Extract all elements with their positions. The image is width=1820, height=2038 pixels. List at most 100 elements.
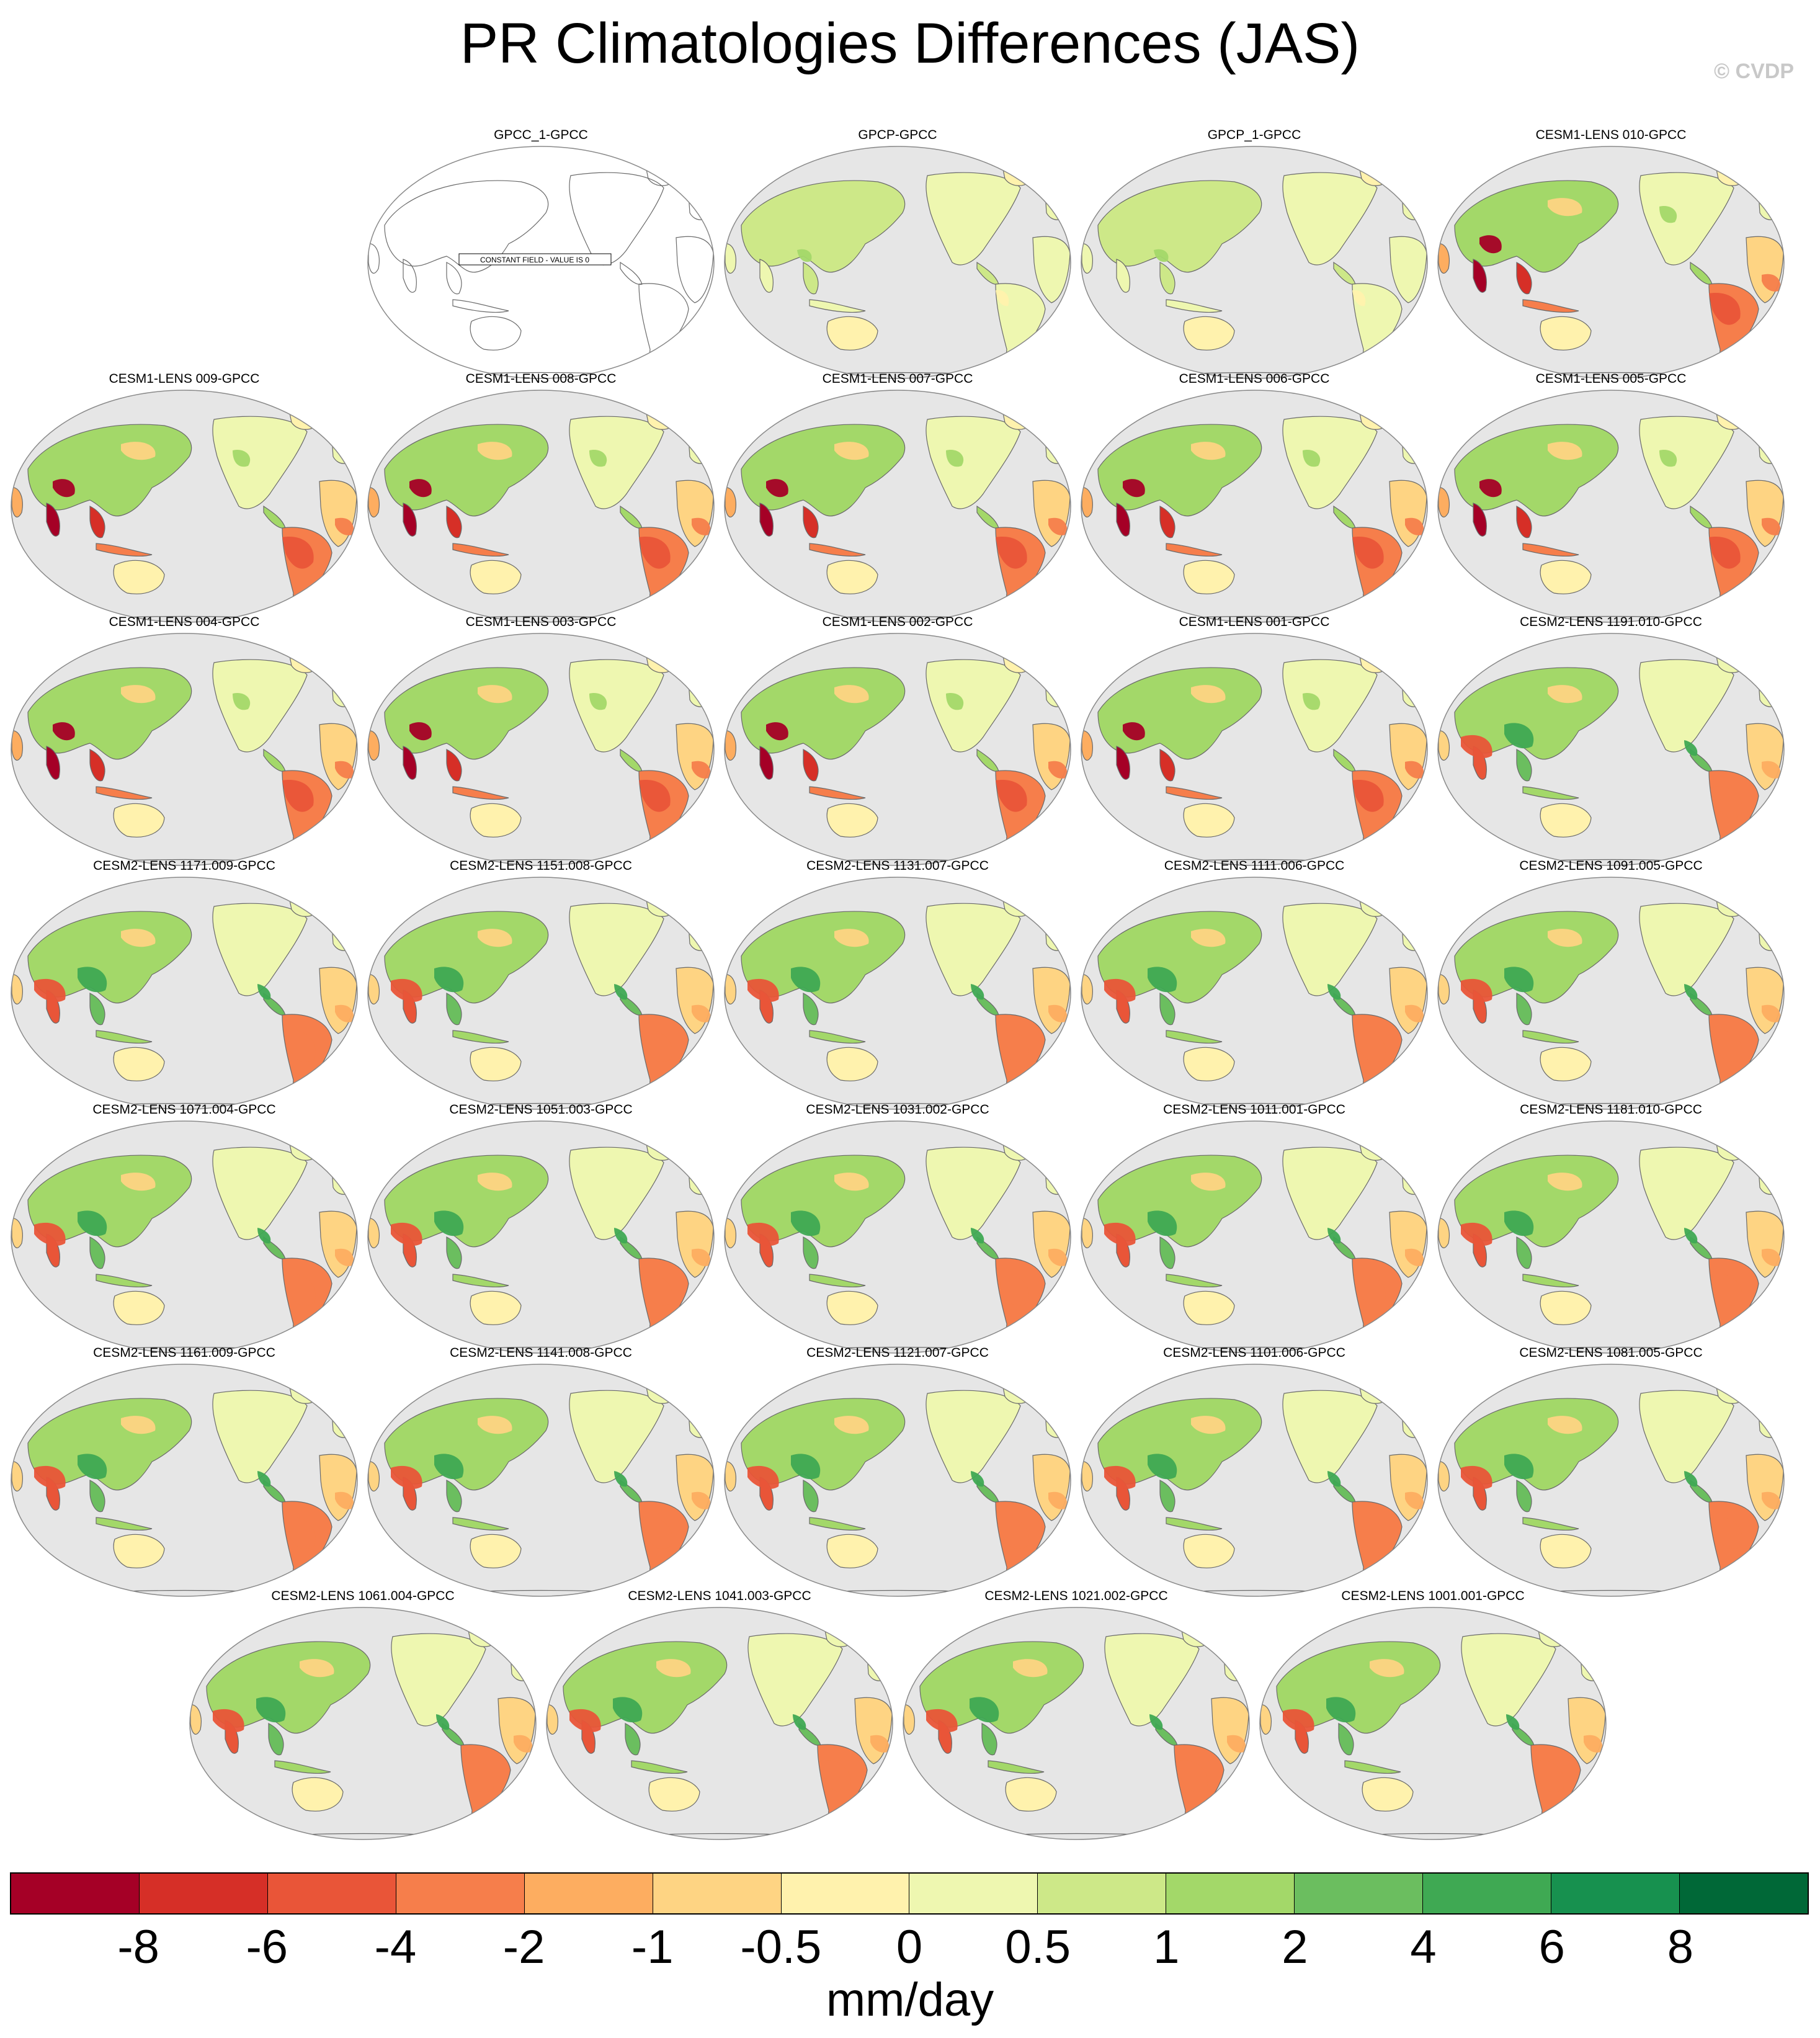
- land-afrW: [1081, 974, 1093, 1004]
- precip-anomaly-patch: [1479, 479, 1502, 498]
- precip-anomaly-patch: [1684, 984, 1698, 1000]
- colorbar-boxes: [10, 1872, 1809, 1915]
- precip-anomaly-patch: [514, 1735, 533, 1753]
- precip-anomaly-patch: [1283, 1709, 1314, 1733]
- precip-anomaly-patch: [1013, 1659, 1048, 1678]
- world-map: [1081, 1120, 1428, 1354]
- land-austr: [1540, 1534, 1592, 1568]
- land-austr: [826, 316, 878, 351]
- world-map: [724, 146, 1071, 379]
- land-austr: [1183, 1290, 1235, 1325]
- world-map: [1437, 877, 1785, 1110]
- map-outline: [1437, 877, 1785, 1110]
- land-india: [46, 503, 60, 537]
- precip-anomaly-patch: [999, 1517, 1029, 1549]
- world-map: [724, 633, 1071, 866]
- precip-anomaly-patch: [1104, 978, 1136, 1003]
- land-namer: [212, 1146, 308, 1240]
- land-seasia: [1516, 993, 1532, 1026]
- land-namer: [1639, 172, 1734, 266]
- world-map: [1081, 146, 1428, 379]
- map-panel: CESM2-LENS 1091.005-GPCC: [1436, 858, 1786, 1112]
- precip-anomaly-patch: [78, 1454, 107, 1480]
- precip-anomaly-patch: [53, 479, 75, 498]
- land-indo: [1522, 786, 1579, 800]
- land-namer: [569, 1390, 664, 1483]
- world-map: [1081, 1364, 1428, 1597]
- colorbar-tick-label: -2: [502, 1921, 545, 1973]
- panel-title: CESM2-LENS 1001.001-GPCC: [1341, 1589, 1525, 1603]
- panel-title: CESM2-LENS 1081.005-GPCC: [1519, 1346, 1703, 1360]
- land-austr: [1540, 1047, 1592, 1081]
- land-austr: [826, 1047, 878, 1081]
- land-austr: [113, 560, 165, 594]
- world-map: [1437, 146, 1785, 379]
- panel-title: CESM2-LENS 1131.007-GPCC: [806, 859, 989, 873]
- precip-anomaly-patch: [1303, 450, 1321, 467]
- land-indo: [809, 1030, 866, 1044]
- land-namer: [1282, 1390, 1378, 1483]
- copyright-watermark: © CVDP: [1714, 60, 1794, 83]
- map-outline: [903, 1607, 1250, 1840]
- land-namer: [212, 659, 308, 753]
- precip-anomaly-patch: [282, 780, 314, 812]
- land-indo: [1166, 1274, 1223, 1288]
- colorbar-tick-label: 2: [1282, 1921, 1308, 1973]
- land-seasia: [446, 749, 462, 782]
- precip-anomaly-patch: [1327, 1228, 1341, 1244]
- land-namer: [1104, 1633, 1200, 1727]
- land-asia: [741, 180, 906, 273]
- colorbar-box: [139, 1874, 268, 1913]
- world-map: [1437, 1364, 1785, 1597]
- precip-anomaly-patch: [1048, 1004, 1068, 1022]
- precip-anomaly-patch: [656, 1659, 691, 1678]
- precip-anomaly-patch: [1405, 1248, 1424, 1266]
- land-seasia: [446, 506, 462, 539]
- panel-title: CESM1-LENS 002-GPCC: [822, 615, 973, 629]
- land-afrW: [1081, 243, 1093, 274]
- precip-anomaly-patch: [692, 1248, 711, 1266]
- land-seasia: [981, 1723, 997, 1756]
- world-map: [11, 390, 358, 623]
- panel-title: CESM2-LENS 1161.009-GPCC: [93, 1346, 275, 1360]
- world-map: [11, 877, 358, 1110]
- land-namer: [569, 1146, 664, 1240]
- land-indo: [809, 299, 866, 313]
- precip-anomaly-patch: [926, 1709, 958, 1733]
- precip-anomaly-patch: [766, 722, 788, 741]
- precip-anomaly-patch: [1659, 206, 1677, 223]
- precip-anomaly-patch: [53, 722, 75, 741]
- world-map: [1081, 633, 1428, 866]
- world-map: [724, 1364, 1071, 1597]
- precip-anomaly-patch: [1352, 290, 1366, 306]
- precip-anomaly-patch: [1548, 198, 1582, 217]
- precip-anomaly-patch: [1548, 1173, 1582, 1191]
- world-map: [11, 1364, 358, 1597]
- land-seasia: [625, 1723, 641, 1756]
- map-panel: CESM2-LENS 1081.005-GPCC: [1436, 1345, 1786, 1599]
- land-afrW: [725, 243, 736, 274]
- precip-anomaly-patch: [478, 1416, 512, 1434]
- precip-anomaly-patch: [821, 1760, 851, 1792]
- panel-title: CESM1-LENS 008-GPCC: [465, 372, 617, 386]
- land-namer: [569, 416, 664, 509]
- map-panel: CESM2-LENS 1131.007-GPCC: [723, 858, 1073, 1112]
- map-panel: CESM1-LENS 004-GPCC: [9, 614, 359, 869]
- precip-anomaly-patch: [834, 442, 869, 460]
- land-seasia: [1159, 749, 1175, 782]
- land-afrW: [368, 1218, 380, 1248]
- precip-anomaly-patch: [946, 450, 964, 467]
- precip-anomaly-patch: [1352, 537, 1384, 569]
- land-afrW: [725, 730, 736, 761]
- precip-anomaly-patch: [1355, 1030, 1386, 1062]
- colorbar-box: [1423, 1874, 1552, 1913]
- land-indo: [631, 1760, 688, 1774]
- land-seasia: [446, 1480, 462, 1513]
- map-outline: [724, 146, 1071, 379]
- world-map: [1081, 877, 1428, 1110]
- land-indo: [96, 1517, 153, 1531]
- land-austr: [1183, 1534, 1235, 1568]
- land-seasia: [89, 749, 105, 782]
- precip-anomaly-patch: [999, 1274, 1029, 1306]
- land-indo: [1522, 543, 1579, 557]
